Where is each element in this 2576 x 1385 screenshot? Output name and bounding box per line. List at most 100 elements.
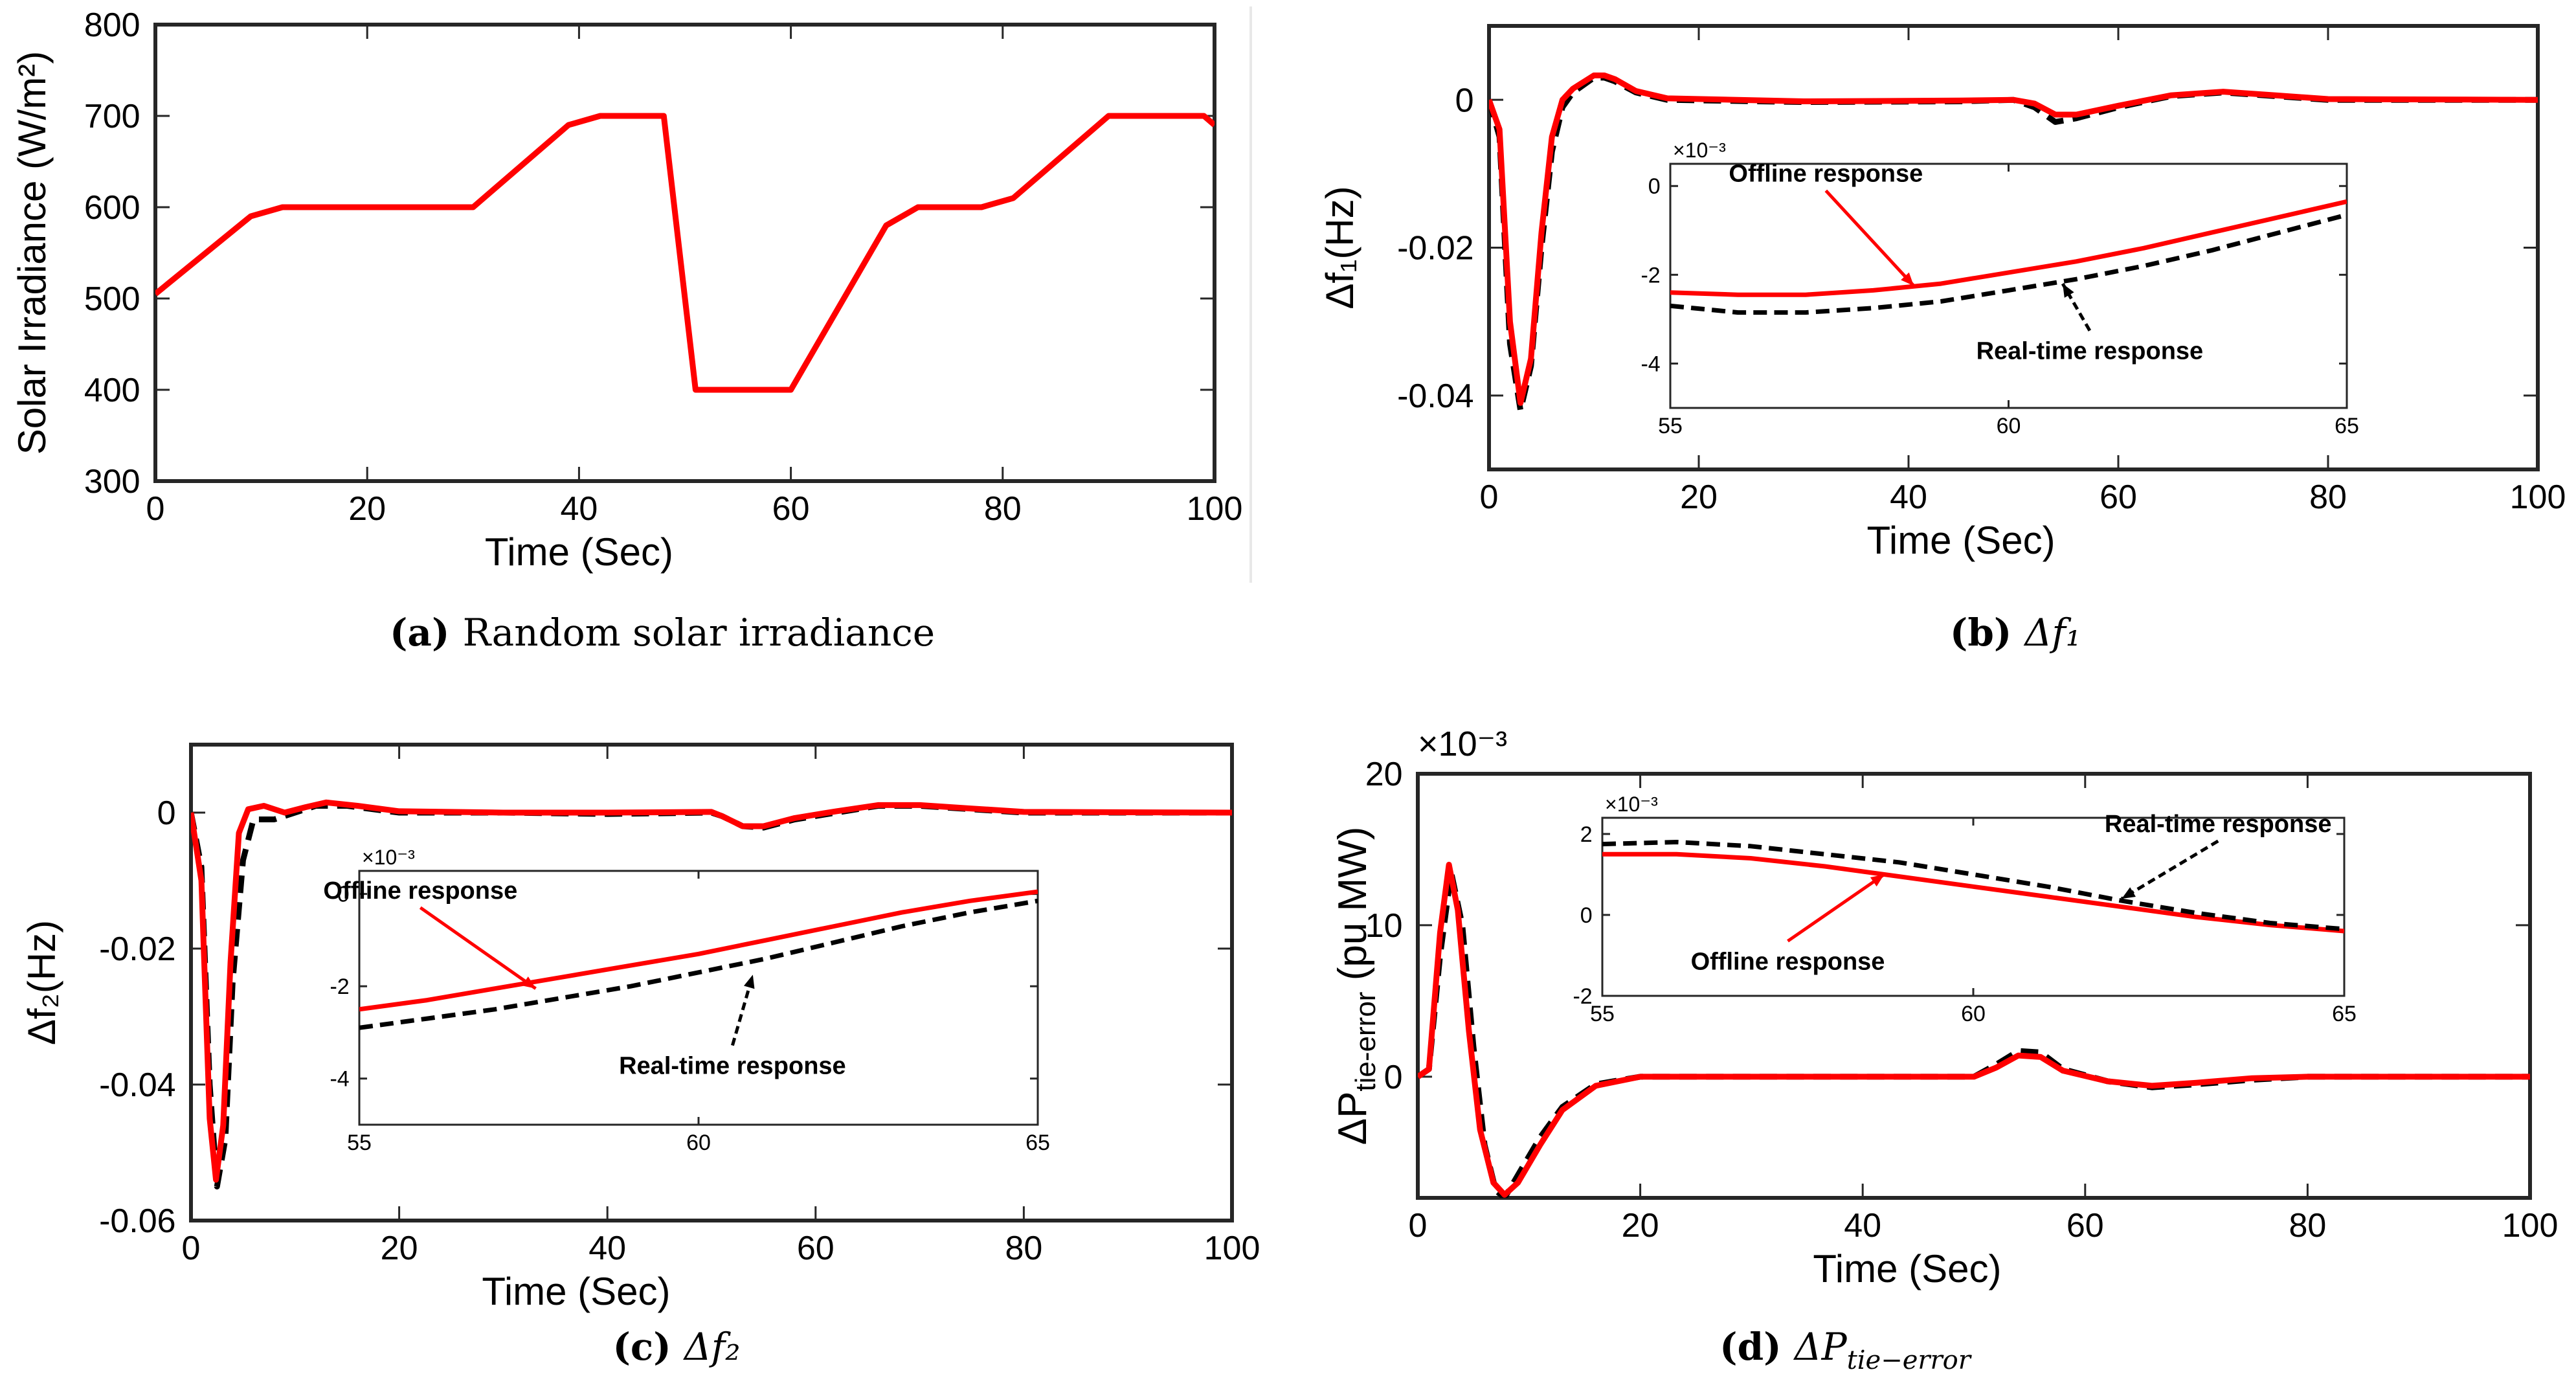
inset-y-tick-label: 0 <box>1580 903 1593 928</box>
panel-separator <box>1249 6 1252 583</box>
main-x-tick-label: 100 <box>1204 1230 1260 1267</box>
main-x-tick-label: 40 <box>560 490 598 528</box>
main-y-tick-label: 0 <box>1384 1059 1403 1096</box>
inset-plot-area <box>358 870 1039 1126</box>
annotation-label: Real-time response <box>2105 811 2332 838</box>
annotation-arrowhead <box>2122 887 2136 899</box>
annotation-label: Real-time response <box>619 1053 846 1080</box>
inset-y-tick-label: -4 <box>1641 352 1660 376</box>
inset-series-line-realtime <box>1670 212 2347 315</box>
main-x-tick-label: 20 <box>1622 1207 1659 1244</box>
main-x-tick-label: 100 <box>2502 1207 2559 1244</box>
main-x-tick-label: 100 <box>2510 479 2566 516</box>
annotation-arrowhead <box>521 976 536 989</box>
main-y-tick-label: -0.04 <box>99 1066 176 1104</box>
y-axis-label: Solar Irradiance (W/m²) <box>10 51 54 455</box>
main-x-tick-label: 0 <box>182 1230 201 1267</box>
annotation-label: Offline response <box>323 877 517 905</box>
inset-x-tick-label: 60 <box>1961 1002 1986 1026</box>
main-x-tick-label: 0 <box>146 490 165 528</box>
annotation-arrowhead <box>744 974 755 989</box>
main-x-tick-label: 40 <box>588 1230 626 1267</box>
inset-x-tick-label: 55 <box>1590 1002 1615 1026</box>
main-x-tick-label: 20 <box>348 490 386 528</box>
main-series-line-offline <box>1418 861 2530 1198</box>
main-y-tick-label: 700 <box>84 98 140 135</box>
main-y-tick-label: 500 <box>84 280 140 318</box>
main-x-tick-label: 20 <box>381 1230 418 1267</box>
main-series-line-offline <box>1489 73 2538 406</box>
annotation-arrowhead <box>2063 284 2074 298</box>
main-y-tick-label: -0.06 <box>99 1202 176 1240</box>
inset-plot-area <box>1601 816 2346 997</box>
main-y-tick-label: 600 <box>84 189 140 227</box>
inset-panel: 55 60 65 2 0 -2 ×10⁻³ Offline response Real-time… <box>1573 793 2356 1026</box>
main-y-tick-label: 0 <box>1455 82 1474 119</box>
annotation-arrow <box>1824 189 1916 287</box>
chart-panel-b: 0 20 40 60 80 100 0 -0.02 -0.04 Time (Sec) Δf₁(Hz)… <box>1318 24 2566 655</box>
y-axis-label: ΔPtie-error (pu MW) <box>1330 827 1382 1145</box>
annotation-arrow <box>2120 839 2219 901</box>
main-x-tick-label: 80 <box>2309 479 2347 516</box>
main-y-tick-label: -0.02 <box>99 930 176 968</box>
main-x-tick-label: 60 <box>2066 1207 2104 1244</box>
annotation-arrow <box>2061 282 2092 332</box>
inset-series-line-offline <box>359 889 1038 1012</box>
main-y-tick-label: 10 <box>1365 907 1403 945</box>
inset-y-tick-label: 0 <box>1648 174 1661 199</box>
chart-panel-c: 0 20 40 60 80 100 0 -0.02 -0.04 -0.06 Time (Sec) Δf… <box>20 743 1260 1369</box>
inset-x-tick-label: 65 <box>2332 1002 2357 1026</box>
annotation-arrowhead <box>1901 272 1914 286</box>
inset-x-tick-label: 60 <box>686 1131 711 1155</box>
main-y-tick-label: 800 <box>84 6 140 44</box>
inset-y-tick-label: -2 <box>1641 263 1660 287</box>
inset-series-line-offline <box>1602 851 2344 934</box>
x-axis-label: Time (Sec) <box>482 1270 670 1313</box>
main-y-tick-label: -0.02 <box>1397 230 1474 267</box>
annotation-label: Offline response <box>1691 948 1885 975</box>
x-axis-label: Time (Sec) <box>1866 519 2055 562</box>
main-plot-area <box>153 23 1216 483</box>
main-series-line-offline <box>191 799 1232 1183</box>
inset-y-tick-label: -2 <box>1573 984 1592 1009</box>
main-y-tick-label: 300 <box>84 463 140 501</box>
panel-caption: (b) Δf₁ <box>1950 611 2081 655</box>
main-x-tick-label: 100 <box>1187 490 1243 528</box>
x-axis-label: Time (Sec) <box>485 530 673 574</box>
main-x-tick-label: 80 <box>1005 1230 1042 1267</box>
y-axis-exponent: ×10⁻³ <box>1418 725 1507 763</box>
inset-x-tick-label: 65 <box>1025 1131 1050 1155</box>
inset-plot-area <box>1669 163 2348 409</box>
chart-panel-a: 0 20 40 60 80 100 300 400 500 600 700 800 Time (Sec)… <box>10 6 1242 655</box>
main-x-tick-label: 40 <box>1844 1207 1881 1244</box>
inset-exponent: ×10⁻³ <box>1673 139 1726 162</box>
inset-exponent: ×10⁻³ <box>1605 793 1658 816</box>
inset-y-tick-label: 2 <box>1580 822 1593 847</box>
main-x-tick-label: 0 <box>1480 479 1499 516</box>
inset-x-tick-label: 60 <box>1997 414 2021 438</box>
inset-exponent: ×10⁻³ <box>362 846 415 869</box>
main-x-tick-label: 0 <box>1409 1207 1428 1244</box>
panel-caption: (a) Random solar irradiance <box>390 611 935 655</box>
main-x-tick-label: 60 <box>797 1230 834 1267</box>
annotation-label: Real-time response <box>1977 338 2204 365</box>
y-axis-label: Δf₁(Hz) <box>1318 186 1361 309</box>
annotation-arrowhead <box>1870 874 1885 887</box>
inset-x-tick-label: 65 <box>2335 414 2359 438</box>
main-x-tick-label: 60 <box>772 490 810 528</box>
main-x-tick-label: 80 <box>2289 1207 2326 1244</box>
inset-y-tick-label: -2 <box>330 974 349 999</box>
panel-caption: (d) ΔPtie−error <box>1719 1325 1973 1375</box>
main-x-tick-label: 60 <box>2100 479 2137 516</box>
main-y-tick-label: 0 <box>157 794 176 832</box>
main-x-tick-label: 80 <box>984 490 1022 528</box>
annotation-label: Offline response <box>1729 160 1923 187</box>
main-y-tick-label: 20 <box>1365 756 1403 793</box>
main-x-tick-label: 20 <box>1680 479 1718 516</box>
inset-y-tick-label: -4 <box>330 1067 349 1092</box>
inset-series-line-offline <box>1670 199 2347 297</box>
